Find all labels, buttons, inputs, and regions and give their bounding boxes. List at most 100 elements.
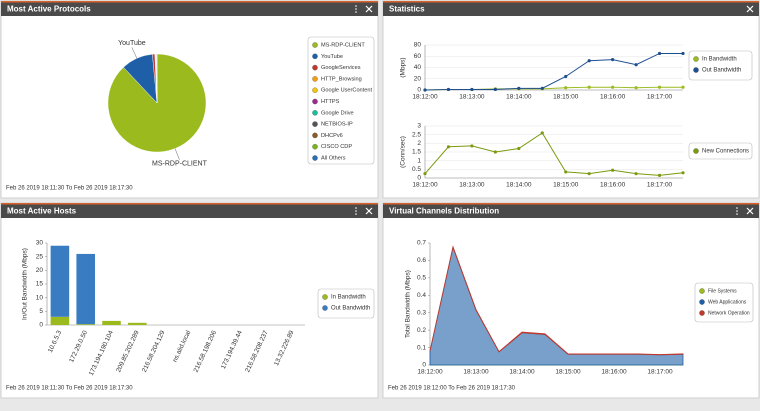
legend-label: Out Bandwidth (702, 68, 741, 74)
point (587, 172, 591, 176)
x-tick-label: 18:14:00 (509, 369, 535, 376)
y-tick-label: 0.6 (417, 257, 426, 264)
legend-swatch (312, 76, 318, 82)
x-tick-label: 18:15:00 (555, 369, 581, 376)
x-tick-label: 18:15:00 (553, 94, 579, 101)
y-tick-label: 30 (36, 240, 44, 247)
y-tick-label: 15 (36, 281, 44, 288)
menu-dot (355, 11, 357, 13)
legend-swatch (322, 305, 328, 311)
point (681, 51, 685, 56)
menu-dot (355, 207, 357, 209)
legend-swatch (699, 310, 705, 316)
close-button[interactable] (746, 207, 754, 215)
bar-segment (102, 320, 121, 325)
close-icon (365, 5, 373, 13)
y-tick-label: 0.1 (417, 344, 426, 351)
close-icon (746, 207, 754, 215)
legend-swatch (699, 288, 705, 294)
panel (382, 0, 760, 199)
legend-swatch (312, 53, 318, 60)
y-tick-label: 5 (39, 308, 43, 315)
y-tick-label: 10 (36, 294, 44, 301)
legend-box (688, 50, 753, 81)
point (634, 63, 638, 67)
leader-line (131, 47, 138, 59)
close-button[interactable] (746, 5, 754, 13)
close-button[interactable] (365, 207, 373, 215)
line-series (424, 52, 683, 91)
point (587, 85, 591, 89)
panel-footer: Feb 26 2019 18:12:00 To Feb 26 2019 18:1… (388, 386, 516, 392)
legend-label: HTTP_Browsing (321, 76, 362, 82)
bar-segment (50, 245, 70, 317)
y-axis-label: In/Out Bandwidth (Mbps) (22, 248, 29, 320)
legend-swatch (312, 98, 318, 105)
slice-label: YouTube (118, 40, 146, 47)
point (517, 146, 521, 151)
y-tick-label: 25 (36, 253, 44, 260)
point (681, 171, 685, 175)
x-tick-label: 18:13:00 (459, 182, 485, 189)
legend-swatch (312, 87, 318, 93)
header-accent (1, 203, 378, 205)
menu-button[interactable] (355, 207, 357, 215)
x-tick-label: 18:16:00 (600, 182, 626, 189)
legend-swatch (312, 132, 318, 139)
point (611, 168, 615, 172)
y-tick-label: 20 (36, 267, 44, 274)
point (446, 87, 451, 92)
close-icon (746, 5, 754, 13)
menu-dot (355, 210, 357, 212)
legend-label: File Systems (708, 288, 737, 294)
x-tick-label: 18:14:00 (506, 94, 532, 101)
x-tick-label: 18:17:00 (647, 94, 673, 101)
legend-swatch (693, 148, 699, 154)
x-tick-label: 18:17:00 (647, 369, 673, 376)
legend-label: NETBIOS-IP (321, 122, 353, 128)
menu-button[interactable] (736, 207, 738, 215)
point (657, 85, 662, 89)
close-button[interactable] (365, 5, 373, 13)
y-tick-label: 0.2 (417, 327, 426, 334)
y-tick-label: 0.4 (417, 292, 426, 299)
point (423, 172, 427, 176)
legend-swatch (693, 67, 699, 73)
leader-line (174, 148, 180, 160)
panel-title: Statistics (389, 5, 425, 14)
panel-title: Most Active Protocols (7, 5, 91, 14)
point (564, 86, 568, 90)
y-tick-label: 0.5 (412, 166, 421, 173)
legend-label: DHCPv6 (321, 133, 343, 139)
x-tick-label: 18:17:00 (647, 182, 673, 189)
legend-label: YouTube (321, 54, 343, 60)
legend-label: In Bandwidth (331, 295, 366, 301)
point (634, 172, 638, 176)
legend-box (317, 288, 375, 319)
y-tick-label: 1.5 (412, 149, 421, 156)
x-tick-label: 18:12:00 (412, 182, 438, 189)
area-series (429, 245, 684, 356)
legend-swatch (312, 155, 318, 161)
y-tick-label: 0 (39, 322, 43, 329)
point (540, 131, 544, 135)
bar-segment (50, 316, 70, 325)
point (587, 59, 591, 63)
legend-label: CISCO CDP (321, 144, 352, 150)
x-tick-label: 18:12:00 (417, 369, 443, 376)
panel-title: Virtual Channels Distribution (389, 207, 499, 216)
point (493, 87, 497, 92)
menu-dot (355, 5, 357, 7)
x-tick-label: 18:13:00 (463, 369, 489, 376)
y-tick-label: 0.7 (417, 240, 426, 247)
y-tick-label: 80 (414, 42, 422, 49)
menu-dot (736, 210, 738, 212)
point (423, 88, 427, 92)
point (564, 170, 568, 174)
menu-button[interactable] (355, 5, 357, 13)
legend-swatch (312, 143, 318, 150)
point (611, 58, 615, 62)
point (634, 86, 638, 90)
panel-header (1, 203, 378, 218)
bar-segment (76, 253, 95, 325)
